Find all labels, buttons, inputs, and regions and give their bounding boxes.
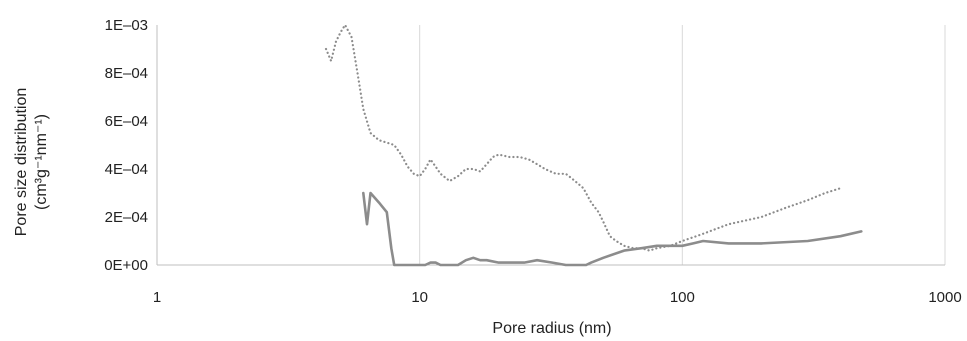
x-tick-label: 100 xyxy=(670,289,695,306)
axes xyxy=(156,25,945,266)
y-axis-title-line2: (cm³g⁻¹nm⁻¹) xyxy=(33,114,50,210)
grid xyxy=(419,25,946,265)
y-tick-label: 6E–04 xyxy=(105,113,148,130)
y-axis-title-line1: Pore size distribution xyxy=(13,88,30,237)
x-tick-label: 10 xyxy=(411,289,428,306)
x-tick-label: 1000 xyxy=(928,289,961,306)
series-group xyxy=(324,23,863,267)
y-tick-label: 4E–04 xyxy=(105,161,148,178)
x-tick-label: 1 xyxy=(153,289,161,306)
y-tick-label: 2E–04 xyxy=(105,209,148,226)
solid-series-line xyxy=(361,191,863,267)
y-tick-label: 0E+00 xyxy=(104,257,148,274)
y-axis-title: Pore size distribution (cm³g⁻¹nm⁻¹) xyxy=(13,88,50,237)
y-tick-label: 8E–04 xyxy=(105,65,148,82)
x-axis-title: Pore radius (nm) xyxy=(492,320,611,337)
tick-labels: 1 10 100 1000 0E+00 2E–04 4E–04 6E–04 8E–04 1E–03 xyxy=(104,17,961,306)
y-tick-label: 1E–03 xyxy=(105,17,148,34)
dotted-series-line xyxy=(324,23,842,252)
